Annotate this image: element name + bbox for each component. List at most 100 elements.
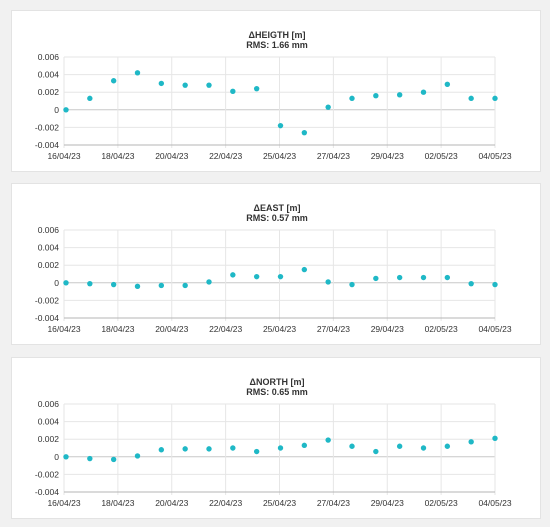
data-point <box>444 443 451 449</box>
y-tick-label: 0.002 <box>38 260 60 270</box>
data-point <box>182 282 188 289</box>
data-point <box>63 107 69 113</box>
x-tick-label: 20/04/23 <box>155 151 188 161</box>
data-point <box>420 274 427 281</box>
data-point <box>158 282 165 289</box>
x-tick-label: 04/05/23 <box>478 324 511 334</box>
x-tick-label: 18/04/23 <box>101 498 134 508</box>
data-point <box>420 445 427 451</box>
y-tick-label: 0.006 <box>38 52 60 62</box>
data-point <box>325 279 331 285</box>
data-point <box>277 445 284 451</box>
data-point <box>492 281 498 288</box>
x-tick-label: 16/04/23 <box>47 151 80 161</box>
x-tick-label: 20/04/23 <box>155 324 188 334</box>
x-tick-label: 27/04/23 <box>317 151 350 161</box>
x-tick-label: 18/04/23 <box>101 151 134 161</box>
chart-subtitle: RMS: 1.66 mm <box>246 40 308 50</box>
y-tick-label: 0.004 <box>38 70 60 80</box>
x-tick-label: 25/04/23 <box>263 498 296 508</box>
x-tick-label: 27/04/23 <box>317 324 350 334</box>
y-tick-label: 0.006 <box>38 399 60 409</box>
y-tick-label: -0.004 <box>35 140 59 150</box>
north-chart-panel: ΔNORTH [m] RMS: 0.65 mm 0.006 0.004 0.002 0… <box>11 357 541 519</box>
data-point <box>301 442 308 449</box>
data-point <box>63 280 69 286</box>
x-tick-label: 04/05/23 <box>478 498 511 508</box>
y-tick-label: -0.002 <box>35 122 59 132</box>
chart-title: ΔEAST [m] <box>253 203 301 213</box>
data-point <box>396 443 403 449</box>
data-point <box>206 446 212 452</box>
data-point <box>158 80 165 87</box>
data-point <box>396 274 403 281</box>
data-point <box>230 88 236 95</box>
data-point <box>134 283 141 290</box>
data-point <box>373 275 379 282</box>
data-point <box>492 95 498 102</box>
x-tick-label: 02/05/23 <box>425 498 458 508</box>
x-tick-label: 25/04/23 <box>263 151 296 161</box>
x-tick-label: 02/05/23 <box>425 324 458 334</box>
data-point <box>396 92 403 98</box>
data-point <box>277 122 284 129</box>
height-chart-panel: ΔHEIGTH [m] RMS: 1.66 mm 0.006 0.004 0.002… <box>11 10 541 172</box>
data-point <box>206 279 212 285</box>
data-point <box>373 448 379 455</box>
data-point <box>87 95 93 102</box>
x-tick-label: 02/05/23 <box>425 151 458 161</box>
x-tick-label: 25/04/23 <box>263 324 296 334</box>
x-tick-label: 18/04/23 <box>101 324 134 334</box>
data-point <box>301 129 308 136</box>
x-tick-label: 27/04/23 <box>317 498 350 508</box>
data-point <box>325 104 331 110</box>
data-point <box>134 70 141 76</box>
data-point <box>110 456 117 463</box>
data-point <box>253 273 260 280</box>
y-tick-label: 0 <box>54 105 59 115</box>
data-point <box>87 455 93 462</box>
data-point <box>468 280 474 287</box>
data-point <box>87 280 93 287</box>
x-tick-label: 16/04/23 <box>47 498 80 508</box>
data-point <box>110 281 117 288</box>
data-point <box>63 454 69 460</box>
grid <box>63 56 496 148</box>
y-tick-label: 0.004 <box>38 417 60 427</box>
data-point <box>230 445 236 451</box>
data-point <box>206 82 212 88</box>
data-point <box>134 453 141 459</box>
data-point <box>277 273 284 280</box>
data-point <box>253 85 260 92</box>
y-tick-label: 0 <box>54 278 59 288</box>
y-tick-label: -0.002 <box>35 469 59 479</box>
data-point <box>373 93 379 99</box>
y-tick-label: 0.002 <box>38 87 60 97</box>
data-point <box>492 435 498 442</box>
x-tick-label: 29/04/23 <box>371 151 404 161</box>
y-tick-label: -0.002 <box>35 295 59 305</box>
chart-title: ΔHEIGTH [m] <box>248 30 306 40</box>
data-point <box>110 78 117 84</box>
data-point <box>301 266 308 273</box>
x-tick-label: 16/04/23 <box>47 324 80 334</box>
x-tick-label: 22/04/23 <box>209 151 242 161</box>
data-point <box>420 89 427 95</box>
x-tick-label: 29/04/23 <box>371 324 404 334</box>
y-tick-label: 0.002 <box>38 434 60 444</box>
x-tick-label: 22/04/23 <box>209 324 242 334</box>
chart-title: ΔNORTH [m] <box>249 377 305 387</box>
data-point <box>158 447 165 453</box>
y-tick-label: -0.004 <box>35 313 59 323</box>
y-tick-label: 0.006 <box>38 225 60 235</box>
x-tick-label: 04/05/23 <box>478 151 511 161</box>
chart-subtitle: RMS: 0.57 mm <box>246 213 308 223</box>
east-chart-panel: ΔEAST [m] RMS: 0.57 mm 0.006 0.004 0.002 0 -… <box>11 183 541 345</box>
data-point <box>182 446 188 452</box>
x-tick-label: 22/04/23 <box>209 498 242 508</box>
data-point <box>444 274 451 281</box>
data-point <box>253 448 260 455</box>
